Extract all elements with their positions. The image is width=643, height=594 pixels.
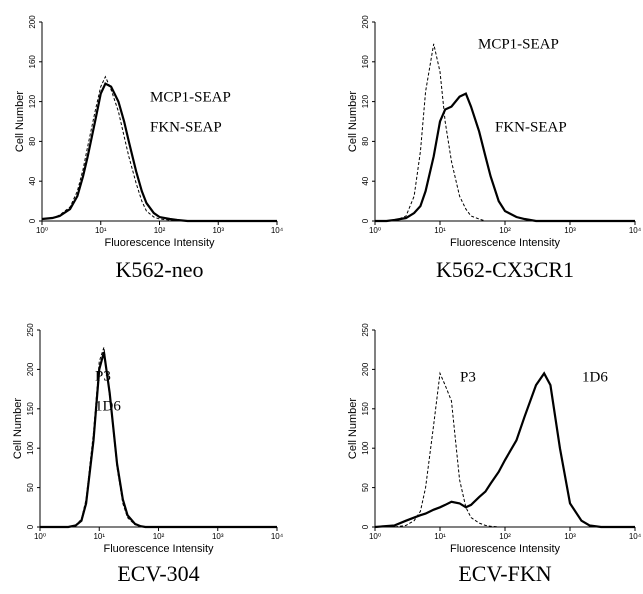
curve-label: P3 bbox=[460, 369, 476, 385]
y-tick-label: 100 bbox=[26, 441, 35, 455]
y-tick-label: 250 bbox=[26, 323, 35, 337]
x-axis-label: Fluorescence Intensity bbox=[450, 237, 561, 249]
histogram-line bbox=[374, 371, 635, 529]
histogram-line bbox=[375, 43, 635, 222]
histogram-line bbox=[375, 92, 635, 223]
x-tick-label: 10³ bbox=[564, 532, 576, 541]
curve-label: MCP1-SEAP bbox=[478, 36, 559, 52]
y-tick-label: 200 bbox=[26, 362, 35, 376]
y-tick-label: 0 bbox=[361, 524, 370, 529]
curve-label: FKN-SEAP bbox=[495, 119, 567, 135]
y-axis-label: Cell Number bbox=[14, 91, 26, 152]
x-tick-label: 10² bbox=[153, 532, 165, 541]
panel-title: K562-CX3CR1 bbox=[436, 257, 574, 282]
x-tick-label: 10³ bbox=[212, 532, 224, 541]
x-tick-label: 10⁴ bbox=[271, 226, 284, 235]
x-tick-label: 10² bbox=[499, 532, 511, 541]
x-tick-label: 10² bbox=[499, 226, 511, 235]
panel-title: K562-neo bbox=[116, 257, 204, 282]
x-tick-label: 10⁴ bbox=[271, 532, 284, 541]
panel-title: ECV-304 bbox=[117, 561, 199, 586]
y-tick-label: 0 bbox=[26, 524, 35, 529]
x-tick-label: 10⁰ bbox=[34, 532, 46, 541]
y-tick-label: 0 bbox=[361, 218, 370, 223]
x-axis-label: Fluorescence Intensity bbox=[104, 237, 215, 249]
y-tick-label: 80 bbox=[361, 136, 370, 145]
x-tick-label: 10⁰ bbox=[36, 226, 48, 235]
curve-label: MCP1-SEAP bbox=[150, 89, 231, 105]
y-tick-label: 40 bbox=[361, 176, 370, 185]
x-tick-label: 10² bbox=[154, 226, 166, 235]
panel-title: ECV-FKN bbox=[458, 561, 551, 586]
x-tick-label: 10⁰ bbox=[369, 226, 381, 235]
y-tick-label: 0 bbox=[28, 218, 37, 223]
y-tick-label: 120 bbox=[28, 94, 37, 108]
y-tick-label: 200 bbox=[28, 15, 37, 29]
x-tick-label: 10¹ bbox=[434, 532, 446, 541]
y-axis-label: Cell Number bbox=[12, 398, 24, 459]
x-tick-label: 10¹ bbox=[93, 532, 105, 541]
y-tick-label: 50 bbox=[361, 483, 370, 492]
x-tick-label: 10¹ bbox=[95, 226, 107, 235]
histogram-line bbox=[40, 347, 277, 528]
x-axis-label: Fluorescence Intensity bbox=[103, 543, 214, 555]
x-tick-label: 10¹ bbox=[434, 226, 446, 235]
curve-label: 1D6 bbox=[582, 369, 608, 385]
y-tick-label: 200 bbox=[361, 362, 370, 376]
x-tick-label: 10³ bbox=[212, 226, 224, 235]
histogram-line bbox=[41, 82, 277, 223]
x-tick-label: 10⁴ bbox=[629, 226, 642, 235]
y-tick-label: 100 bbox=[361, 441, 370, 455]
y-tick-label: 160 bbox=[361, 55, 370, 69]
y-tick-label: 250 bbox=[361, 323, 370, 337]
y-tick-label: 200 bbox=[361, 15, 370, 29]
histogram-line bbox=[40, 351, 277, 529]
y-tick-label: 80 bbox=[28, 136, 37, 145]
curve-label: 1D6 bbox=[95, 398, 121, 414]
y-tick-label: 50 bbox=[26, 483, 35, 492]
y-tick-label: 160 bbox=[28, 55, 37, 69]
y-tick-label: 40 bbox=[28, 176, 37, 185]
y-axis-label: Cell Number bbox=[347, 91, 359, 152]
y-tick-label: 150 bbox=[361, 402, 370, 416]
curve-label: FKN-SEAP bbox=[150, 119, 222, 135]
y-axis-label: Cell Number bbox=[347, 398, 359, 459]
x-tick-label: 10⁰ bbox=[369, 532, 381, 541]
y-tick-label: 120 bbox=[361, 94, 370, 108]
x-axis-label: Fluorescence Intensity bbox=[450, 543, 561, 555]
histogram-line bbox=[375, 371, 635, 528]
x-tick-label: 10³ bbox=[564, 226, 576, 235]
x-tick-label: 10⁴ bbox=[629, 532, 642, 541]
y-tick-label: 150 bbox=[26, 402, 35, 416]
